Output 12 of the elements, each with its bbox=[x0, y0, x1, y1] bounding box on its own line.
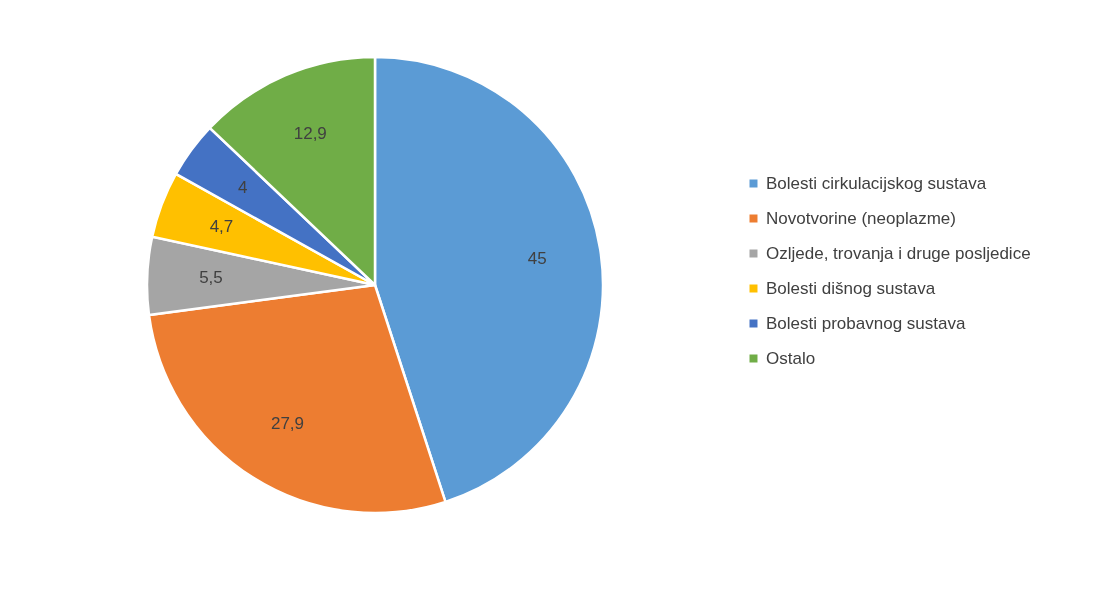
legend-label: Ozljede, trovanja i druge posljedice bbox=[766, 243, 1031, 263]
data-label: 5,5 bbox=[199, 268, 223, 288]
legend-label: Bolesti probavnog sustava bbox=[766, 313, 966, 333]
legend-label: Novotvorine (neoplazme) bbox=[766, 208, 956, 228]
legend-label: Bolesti dišnog sustava bbox=[766, 278, 936, 298]
data-label: 4,7 bbox=[209, 216, 234, 236]
data-label: 4 bbox=[238, 177, 248, 197]
data-label: 45 bbox=[527, 249, 547, 269]
legend-label: Ostalo bbox=[766, 348, 816, 368]
legend-label: Bolesti cirkulacijskog sustava bbox=[766, 173, 987, 193]
data-label: 12,9 bbox=[293, 124, 327, 144]
data-label: 27,9 bbox=[270, 413, 305, 433]
